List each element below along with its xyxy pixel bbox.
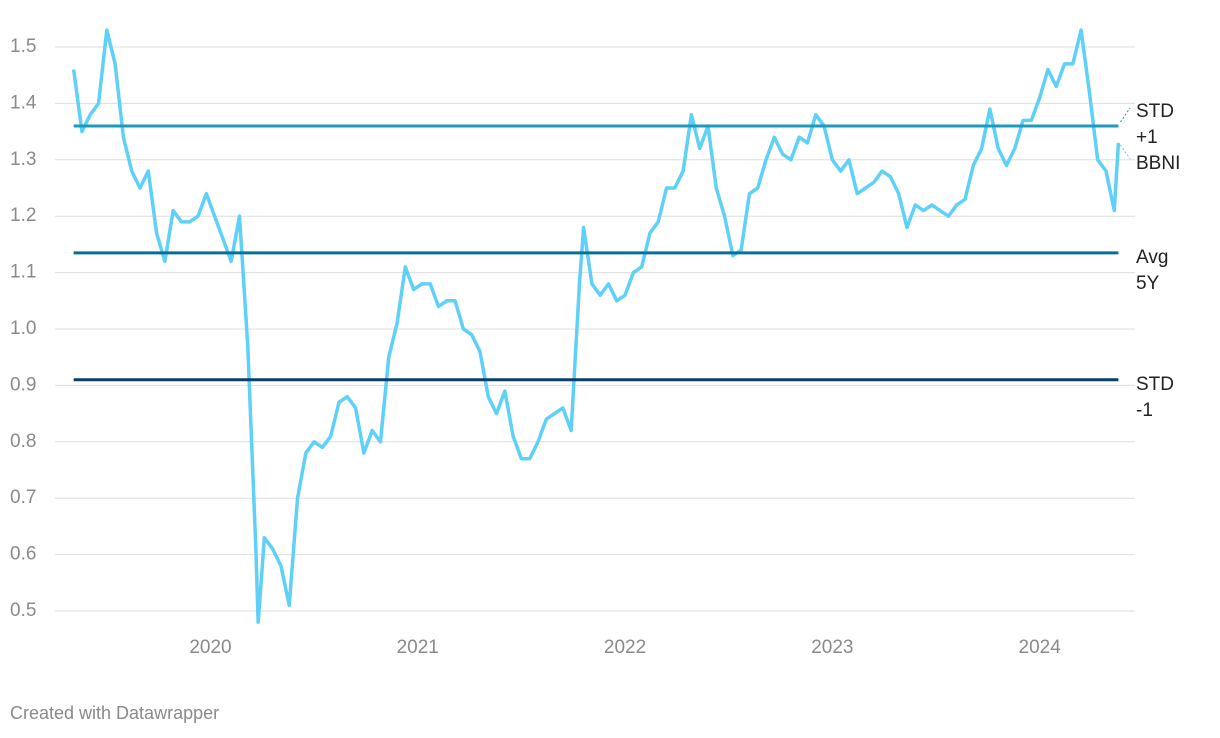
x-tick-label: 2024 bbox=[1019, 637, 1062, 658]
reference-label: STD +1 bbox=[1136, 100, 1174, 148]
y-tick-label: 1.5 bbox=[10, 36, 36, 57]
x-tick-label: 2021 bbox=[397, 637, 439, 658]
x-tick-label: 2023 bbox=[811, 637, 853, 658]
y-tick-label: 0.7 bbox=[10, 487, 36, 508]
y-tick-label: 1.4 bbox=[10, 92, 37, 113]
y-tick-label: 0.5 bbox=[10, 600, 36, 621]
y-tick-label: 1.1 bbox=[10, 262, 36, 283]
x-tick-label: 2022 bbox=[604, 637, 646, 658]
data-line bbox=[71, 28, 1121, 625]
y-tick-label: 0.8 bbox=[10, 431, 36, 452]
reference-label: STD -1 bbox=[1136, 373, 1174, 421]
y-tick-label: 1.3 bbox=[10, 149, 36, 170]
reference-label: Avg 5Y bbox=[1136, 246, 1169, 294]
y-tick-label: 1.0 bbox=[10, 318, 36, 339]
x-tick-label: 2020 bbox=[189, 637, 231, 658]
y-tick-label: 0.6 bbox=[10, 544, 36, 565]
credit: Created with Datawrapper bbox=[10, 703, 220, 723]
label-connector bbox=[1120, 144, 1131, 160]
label-connector bbox=[1120, 107, 1131, 123]
y-tick-label: 0.9 bbox=[10, 374, 36, 395]
series-label: BBNI bbox=[1136, 152, 1181, 174]
y-tick-label: 1.2 bbox=[10, 205, 36, 226]
